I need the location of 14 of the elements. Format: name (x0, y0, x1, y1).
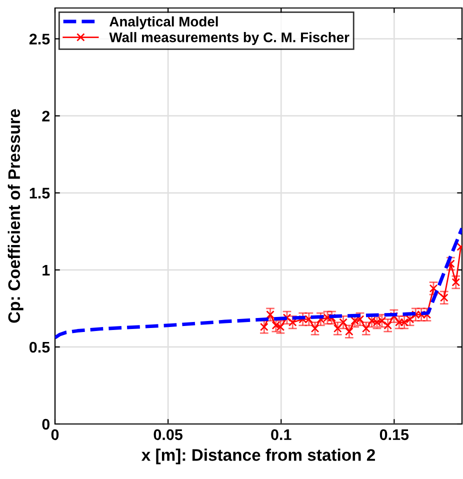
legend-label: Wall measurements by C. M. Fischer (109, 32, 350, 46)
y-tick-label: 1.5 (30, 188, 50, 199)
x-axis-title: x [m]: Distance from station 2 (141, 448, 375, 464)
x-tick-label: 0 (51, 429, 59, 440)
y-tick-label: 2 (42, 110, 50, 122)
y-tick-label: 0.5 (30, 342, 50, 353)
y-axis-title: Cp: Coefficient of Pressure (8, 109, 24, 323)
x-tick-label: 0.15 (380, 429, 409, 440)
legend-label: Analytical Model (110, 16, 218, 30)
y-tick-label: 2.5 (29, 34, 50, 44)
y-tick-label: 0 (42, 418, 50, 430)
y-tick-label: 1 (42, 264, 50, 276)
x-tick-label: 0.1 (271, 429, 292, 440)
x-tick-label: 0.05 (154, 429, 182, 440)
